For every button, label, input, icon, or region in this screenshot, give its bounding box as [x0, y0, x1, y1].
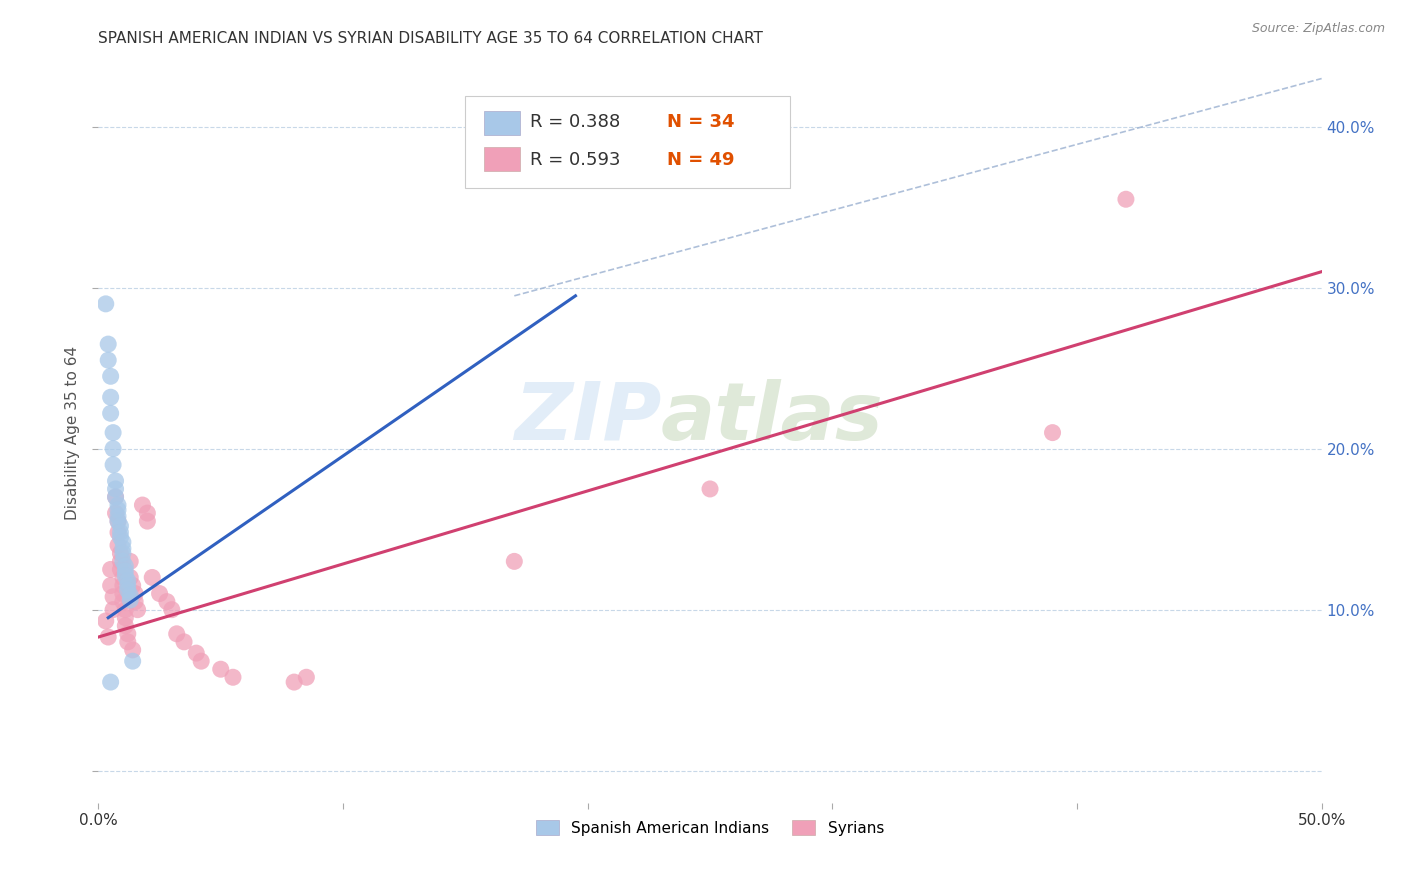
Text: R = 0.388: R = 0.388: [530, 113, 620, 131]
Point: [117, 578, 139, 592]
Point: [136, 514, 159, 528]
Point: [104, 490, 127, 504]
Point: [110, 525, 132, 540]
Point: [503, 554, 526, 568]
Point: [107, 525, 129, 540]
Point: [94, 614, 117, 628]
Point: [117, 574, 139, 588]
Point: [117, 583, 139, 598]
Point: [101, 442, 124, 456]
Point: [111, 586, 134, 600]
Point: [121, 654, 143, 668]
Point: [107, 509, 129, 524]
Bar: [484, 147, 520, 171]
Y-axis label: Disability Age 35 to 64: Disability Age 35 to 64: [65, 345, 80, 520]
Point: [1042, 425, 1064, 440]
Point: [107, 503, 129, 517]
Point: [111, 578, 134, 592]
Point: [111, 594, 134, 608]
Text: SPANISH AMERICAN INDIAN VS SYRIAN DISABILITY AGE 35 TO 64 CORRELATION CHART: SPANISH AMERICAN INDIAN VS SYRIAN DISABI…: [98, 31, 763, 46]
Point: [124, 594, 146, 608]
Text: atlas: atlas: [661, 379, 884, 457]
Point: [107, 514, 129, 528]
Legend: Spanish American Indians, Syrians: Spanish American Indians, Syrians: [529, 812, 891, 843]
Point: [114, 610, 136, 624]
Text: R = 0.593: R = 0.593: [530, 151, 620, 169]
Point: [100, 369, 122, 384]
Point: [156, 594, 179, 608]
Point: [186, 646, 208, 660]
Point: [295, 670, 318, 684]
Point: [110, 546, 132, 560]
Point: [136, 506, 159, 520]
Point: [104, 482, 127, 496]
Point: [101, 602, 124, 616]
Point: [120, 593, 142, 607]
Point: [111, 546, 134, 560]
Point: [166, 627, 188, 641]
Point: [114, 602, 136, 616]
Point: [110, 562, 132, 576]
Text: N = 34: N = 34: [668, 113, 735, 131]
Point: [94, 297, 117, 311]
Point: [173, 635, 195, 649]
Point: [117, 635, 139, 649]
Point: [111, 541, 134, 556]
Point: [107, 538, 129, 552]
Point: [114, 564, 136, 578]
Point: [107, 498, 129, 512]
Point: [127, 602, 149, 616]
Point: [149, 586, 172, 600]
Point: [97, 337, 120, 351]
Point: [101, 458, 124, 472]
Text: N = 49: N = 49: [668, 151, 735, 169]
Point: [101, 590, 124, 604]
Point: [100, 675, 122, 690]
Point: [1115, 192, 1137, 206]
Point: [209, 662, 232, 676]
Point: [283, 675, 305, 690]
Point: [114, 619, 136, 633]
Point: [111, 535, 134, 549]
Point: [131, 498, 153, 512]
Point: [97, 353, 120, 368]
Point: [104, 506, 127, 520]
Point: [117, 627, 139, 641]
Bar: [484, 111, 520, 135]
Point: [100, 390, 122, 404]
Point: [120, 588, 142, 602]
Point: [114, 569, 136, 583]
Point: [114, 559, 136, 574]
Point: [110, 530, 132, 544]
Point: [699, 482, 721, 496]
Text: Source: ZipAtlas.com: Source: ZipAtlas.com: [1251, 22, 1385, 36]
Text: ZIP: ZIP: [513, 379, 661, 457]
Point: [121, 643, 143, 657]
FancyBboxPatch shape: [465, 95, 790, 188]
Point: [190, 654, 212, 668]
Point: [121, 578, 143, 592]
Point: [160, 602, 183, 616]
Point: [110, 519, 132, 533]
Point: [111, 554, 134, 568]
Point: [104, 474, 127, 488]
Point: [124, 586, 146, 600]
Point: [222, 670, 245, 684]
Point: [100, 406, 122, 420]
Point: [120, 554, 142, 568]
Point: [100, 578, 122, 592]
Point: [107, 514, 129, 528]
Point: [141, 570, 163, 584]
Point: [97, 630, 120, 644]
Point: [104, 490, 127, 504]
Point: [110, 554, 132, 568]
Point: [101, 425, 124, 440]
Point: [120, 570, 142, 584]
Point: [111, 570, 134, 584]
Point: [100, 562, 122, 576]
Point: [527, 168, 550, 182]
